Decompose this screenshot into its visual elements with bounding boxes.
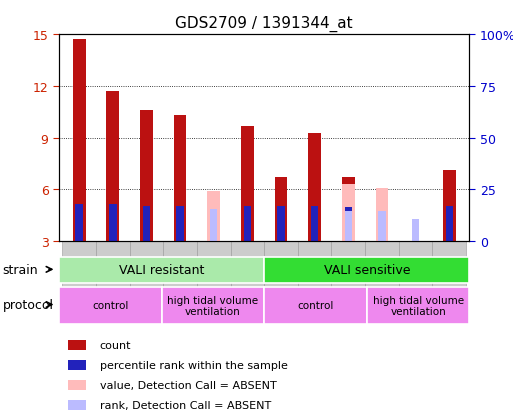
Bar bbox=[378, 211, 386, 242]
Bar bbox=[68, 400, 86, 410]
Text: high tidal volume
ventilation: high tidal volume ventilation bbox=[372, 295, 464, 316]
Text: value, Detection Call = ABSENT: value, Detection Call = ABSENT bbox=[100, 380, 277, 390]
Bar bbox=[163, 242, 197, 307]
Bar bbox=[331, 242, 365, 307]
Text: control: control bbox=[298, 301, 333, 311]
Text: VALI sensitive: VALI sensitive bbox=[324, 263, 410, 277]
Text: high tidal volume
ventilation: high tidal volume ventilation bbox=[167, 295, 259, 316]
Bar bbox=[230, 242, 264, 307]
Bar bbox=[278, 206, 285, 242]
Bar bbox=[174, 116, 187, 242]
Bar bbox=[399, 242, 432, 307]
Bar bbox=[342, 178, 354, 242]
Bar bbox=[274, 178, 287, 242]
Text: strain: strain bbox=[3, 263, 38, 276]
Bar bbox=[445, 206, 453, 242]
Bar bbox=[308, 133, 321, 242]
Bar bbox=[241, 126, 254, 242]
Bar bbox=[75, 204, 83, 242]
Bar bbox=[443, 171, 456, 242]
Bar bbox=[365, 242, 399, 307]
Bar bbox=[140, 111, 153, 242]
Bar bbox=[130, 242, 163, 307]
Bar bbox=[311, 206, 319, 242]
Bar bbox=[106, 92, 119, 242]
Bar bbox=[59, 287, 162, 324]
Bar bbox=[207, 192, 220, 242]
Text: rank, Detection Call = ABSENT: rank, Detection Call = ABSENT bbox=[100, 400, 271, 410]
Bar bbox=[73, 40, 86, 242]
Bar bbox=[376, 188, 388, 242]
Bar bbox=[244, 206, 251, 242]
Bar bbox=[162, 287, 264, 324]
Text: VALI resistant: VALI resistant bbox=[119, 263, 204, 277]
Bar bbox=[197, 242, 230, 307]
Bar bbox=[68, 380, 86, 390]
Bar bbox=[143, 206, 150, 242]
Bar bbox=[210, 210, 218, 242]
Bar bbox=[63, 242, 96, 307]
Bar bbox=[264, 287, 367, 324]
Text: count: count bbox=[100, 340, 131, 350]
Bar bbox=[345, 211, 352, 242]
Bar bbox=[345, 207, 352, 242]
Title: GDS2709 / 1391344_at: GDS2709 / 1391344_at bbox=[175, 16, 353, 32]
Bar bbox=[412, 219, 419, 242]
Bar bbox=[264, 257, 469, 283]
Bar bbox=[109, 204, 116, 242]
Text: control: control bbox=[92, 301, 128, 311]
Bar bbox=[68, 340, 86, 350]
Text: percentile rank within the sample: percentile rank within the sample bbox=[100, 360, 287, 370]
Bar bbox=[264, 242, 298, 307]
Bar bbox=[176, 206, 184, 242]
Bar bbox=[298, 242, 331, 307]
Bar bbox=[342, 185, 354, 242]
Bar bbox=[432, 242, 466, 307]
Bar bbox=[68, 360, 86, 370]
Bar bbox=[96, 242, 130, 307]
Bar bbox=[59, 257, 264, 283]
Bar bbox=[367, 287, 469, 324]
Text: protocol: protocol bbox=[3, 298, 53, 311]
